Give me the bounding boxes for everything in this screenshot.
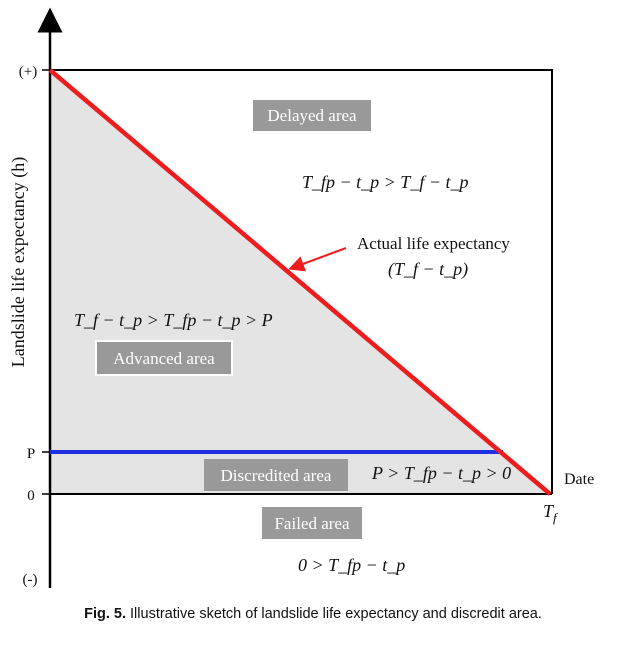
delayed-area-label: Delayed area [253, 100, 371, 131]
failed-expression: 0 > T_fp − t_p [298, 555, 405, 575]
delayed-expression: T_fp − t_p > T_f − t_p [302, 172, 468, 192]
svg-text:Advanced area: Advanced area [113, 349, 215, 368]
x-tick-label-tf: Tf [543, 501, 559, 525]
annotation-arrow [288, 247, 347, 272]
y-tick-label-plus: (+) [19, 64, 37, 80]
discredited-area-label: Discredited area [204, 459, 348, 491]
x-axis-label: Date [564, 471, 594, 488]
y-tick-label-zero: 0 [27, 488, 35, 504]
plot-frame [50, 69, 553, 494]
y-tick-label-p: P [27, 446, 35, 462]
figure-caption-text: Illustrative sketch of landslide life ex… [130, 606, 542, 622]
svg-text:Discredited area: Discredited area [221, 466, 332, 485]
annotation-expression: (T_f − t_p) [388, 259, 468, 280]
y-tick-label-minus: (-) [23, 572, 38, 588]
actual-life-expectancy-line [48, 68, 552, 496]
advanced-expression: T_f − t_p > T_fp − t_p > P [74, 310, 273, 330]
svg-text:Delayed area: Delayed area [267, 106, 357, 125]
advanced-area-label: Advanced area [95, 340, 233, 376]
failed-area-label: Failed area [262, 507, 362, 539]
y-axis-label: Landslide life expectancy (h) [8, 157, 29, 367]
figure-caption: Fig. 5. Illustrative sketch of landslide… [0, 606, 626, 622]
discredited-expression: P > T_fp − t_p > 0 [371, 463, 511, 483]
svg-text:Failed area: Failed area [274, 514, 349, 533]
figure-caption-label: Fig. 5. [84, 606, 126, 622]
annotation-title: Actual life expectancy [357, 234, 510, 253]
landslide-life-expectancy-diagram: Landslide life expectancy (h) (+) P 0 (-… [8, 7, 594, 588]
